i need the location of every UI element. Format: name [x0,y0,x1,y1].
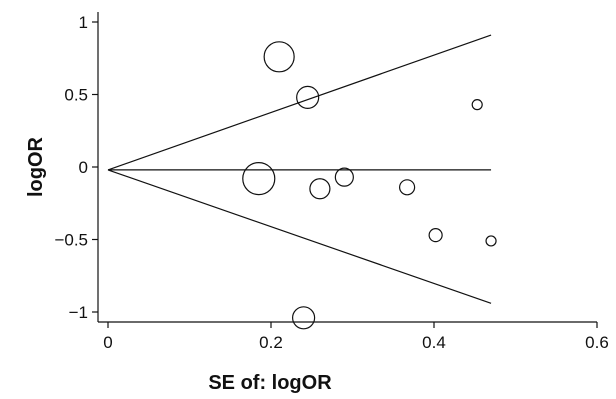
funnel-lines [107,34,492,304]
study-point [485,235,497,247]
y-tick-label: −0.5 [54,231,88,250]
lower-confidence-line [107,169,492,304]
y-tick-label: 0.5 [64,86,88,105]
tick-labels: 1 0.5 0 −0.5 −1 0 0.2 0.4 0.6 [54,13,608,352]
study-point [399,179,416,196]
x-tick-label: 0 [103,333,112,352]
axes [92,12,598,328]
study-point [428,228,443,243]
upper-confidence-line [107,34,492,171]
study-point [242,162,276,196]
y-tick-label: 0 [79,158,88,177]
study-point [334,167,354,187]
study-point [309,178,331,200]
study-points [242,41,497,330]
x-tick-label: 0.2 [259,333,283,352]
x-tick-label: 0.6 [585,333,609,352]
study-point [471,99,483,111]
y-axis-title: logOR [25,136,47,197]
x-tick-label: 0.4 [422,333,446,352]
y-tick-label: −1 [69,303,88,322]
study-point [296,85,320,110]
study-point [263,41,295,73]
study-point [292,306,316,330]
x-axis-title: SE of: logOR [208,372,332,394]
y-tick-label: 1 [79,13,88,32]
